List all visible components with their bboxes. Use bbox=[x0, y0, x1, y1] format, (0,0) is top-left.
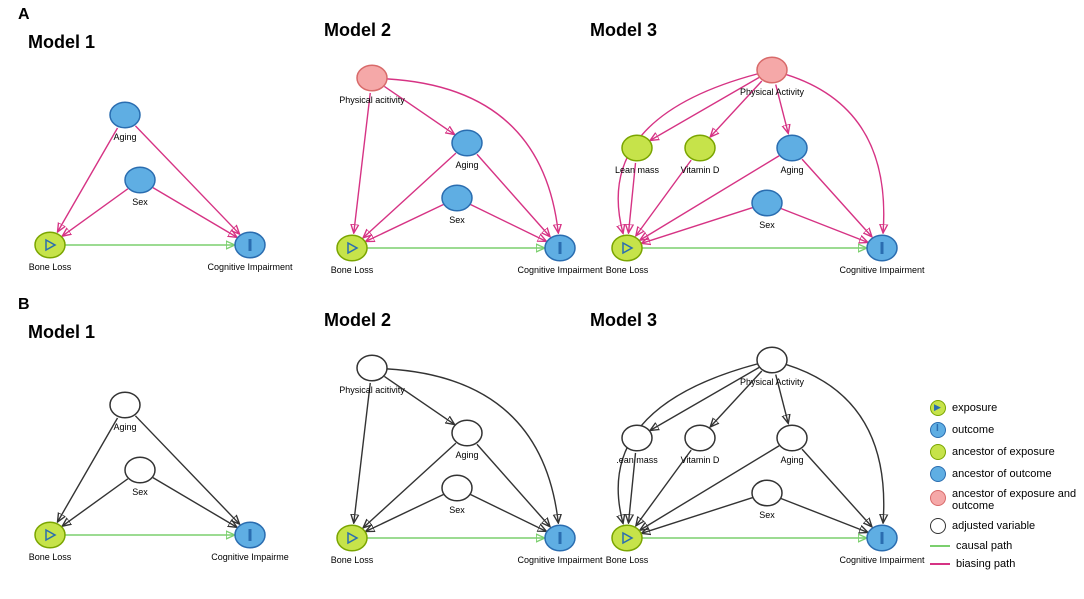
legend-anc-outcome-label: ancestor of outcome bbox=[952, 468, 1052, 480]
svg-text:Physical Activity: Physical Activity bbox=[740, 377, 805, 387]
svg-text:Aging: Aging bbox=[113, 422, 136, 432]
svg-text:Cognitive Impairment: Cognitive Impairment bbox=[839, 265, 925, 275]
legend-adjusted-label: adjusted variable bbox=[952, 520, 1035, 532]
svg-text:Sex: Sex bbox=[449, 505, 465, 515]
legend-anc-both-text: ancestor of exposure and outcome bbox=[952, 488, 1076, 512]
svg-text:Cognitive Impairme: Cognitive Impairme bbox=[211, 552, 289, 562]
svg-text:Bone Loss: Bone Loss bbox=[29, 552, 72, 562]
svg-text:Lean mass: Lean mass bbox=[615, 165, 660, 175]
legend-biasing: biasing path bbox=[930, 558, 1080, 570]
legend-exposure-label: exposure bbox=[952, 402, 997, 414]
svg-text:Sex: Sex bbox=[132, 197, 148, 207]
panel-a-model2: Bone LossCognitive ImpairmentPhysical ac… bbox=[312, 48, 592, 270]
title-b-m2: Model 2 bbox=[324, 310, 391, 331]
panel-a-model1: Bone Loss Cognitive Impairment Aging Sex bbox=[20, 60, 300, 270]
svg-text:Aging: Aging bbox=[455, 160, 478, 170]
svg-text:Cognitive Impairment: Cognitive Impairment bbox=[207, 262, 293, 272]
legend-adjusted: adjusted variable bbox=[930, 518, 1080, 534]
svg-text:Aging: Aging bbox=[780, 455, 803, 465]
svg-text:Sex: Sex bbox=[449, 215, 465, 225]
legend-anc-outcome: ancestor of outcome bbox=[930, 466, 1080, 482]
svg-text:Aging: Aging bbox=[780, 165, 803, 175]
section-letter-a: A bbox=[18, 6, 30, 24]
svg-text:Physical acitivity: Physical acitivity bbox=[339, 95, 405, 105]
legend-causal-label: causal path bbox=[956, 540, 1012, 552]
svg-text:Aging: Aging bbox=[455, 450, 478, 460]
legend-causal: causal path bbox=[930, 540, 1080, 552]
svg-text:Aging: Aging bbox=[113, 132, 136, 142]
svg-text:Bone Loss: Bone Loss bbox=[606, 265, 649, 275]
legend-biasing-label: biasing path bbox=[956, 558, 1015, 570]
svg-text:Bone Loss: Bone Loss bbox=[331, 265, 374, 275]
legend-anc-exposure: ancestor of exposure bbox=[930, 444, 1080, 460]
svg-text:Physical Activity: Physical Activity bbox=[740, 87, 805, 97]
legend-anc-both: ancestor of exposure and outcome bbox=[930, 488, 1080, 512]
figure-canvas: A B Model 1 Model 2 Model 3 Model 1 Mode… bbox=[0, 0, 1084, 599]
svg-text:Sex: Sex bbox=[759, 510, 775, 520]
svg-text:Sex: Sex bbox=[132, 487, 148, 497]
panel-b-model3: Bone LossCognitive ImpairmentPhysical Ac… bbox=[582, 338, 912, 560]
svg-text:Bone Loss: Bone Loss bbox=[606, 555, 649, 565]
svg-text:Cognitive Impairment: Cognitive Impairment bbox=[839, 555, 925, 565]
svg-text:Bone Loss: Bone Loss bbox=[331, 555, 374, 565]
panel-a-model3: Bone LossCognitive ImpairmentPhysical Ac… bbox=[582, 48, 912, 270]
title-a-m1: Model 1 bbox=[28, 32, 95, 53]
legend-anc-both-label: ancestor of exposure and outcome bbox=[952, 488, 1080, 512]
legend-anc-exposure-label: ancestor of exposure bbox=[952, 446, 1055, 458]
title-a-m2: Model 2 bbox=[324, 20, 391, 41]
svg-text:.ean mass: .ean mass bbox=[616, 455, 658, 465]
legend-exposure: ▶ exposure bbox=[930, 400, 1080, 416]
legend: ▶ exposure I outcome ancestor of exposur… bbox=[930, 400, 1080, 576]
svg-text:Vitamin D: Vitamin D bbox=[681, 455, 720, 465]
panel-b-model2: Bone LossCognitive ImpairmentPhysical ac… bbox=[312, 338, 592, 560]
title-b-m3: Model 3 bbox=[590, 310, 657, 331]
svg-text:Sex: Sex bbox=[759, 220, 775, 230]
legend-outcome-label: outcome bbox=[952, 424, 994, 436]
svg-text:Physical acitivity: Physical acitivity bbox=[339, 385, 405, 395]
svg-text:Bone Loss: Bone Loss bbox=[29, 262, 72, 272]
svg-text:Vitamin D: Vitamin D bbox=[681, 165, 720, 175]
title-a-m3: Model 3 bbox=[590, 20, 657, 41]
section-letter-b: B bbox=[18, 296, 30, 314]
legend-outcome: I outcome bbox=[930, 422, 1080, 438]
title-b-m1: Model 1 bbox=[28, 322, 95, 343]
panel-b-model1: Bone Loss Cognitive Impairme Aging Sex bbox=[20, 350, 300, 560]
